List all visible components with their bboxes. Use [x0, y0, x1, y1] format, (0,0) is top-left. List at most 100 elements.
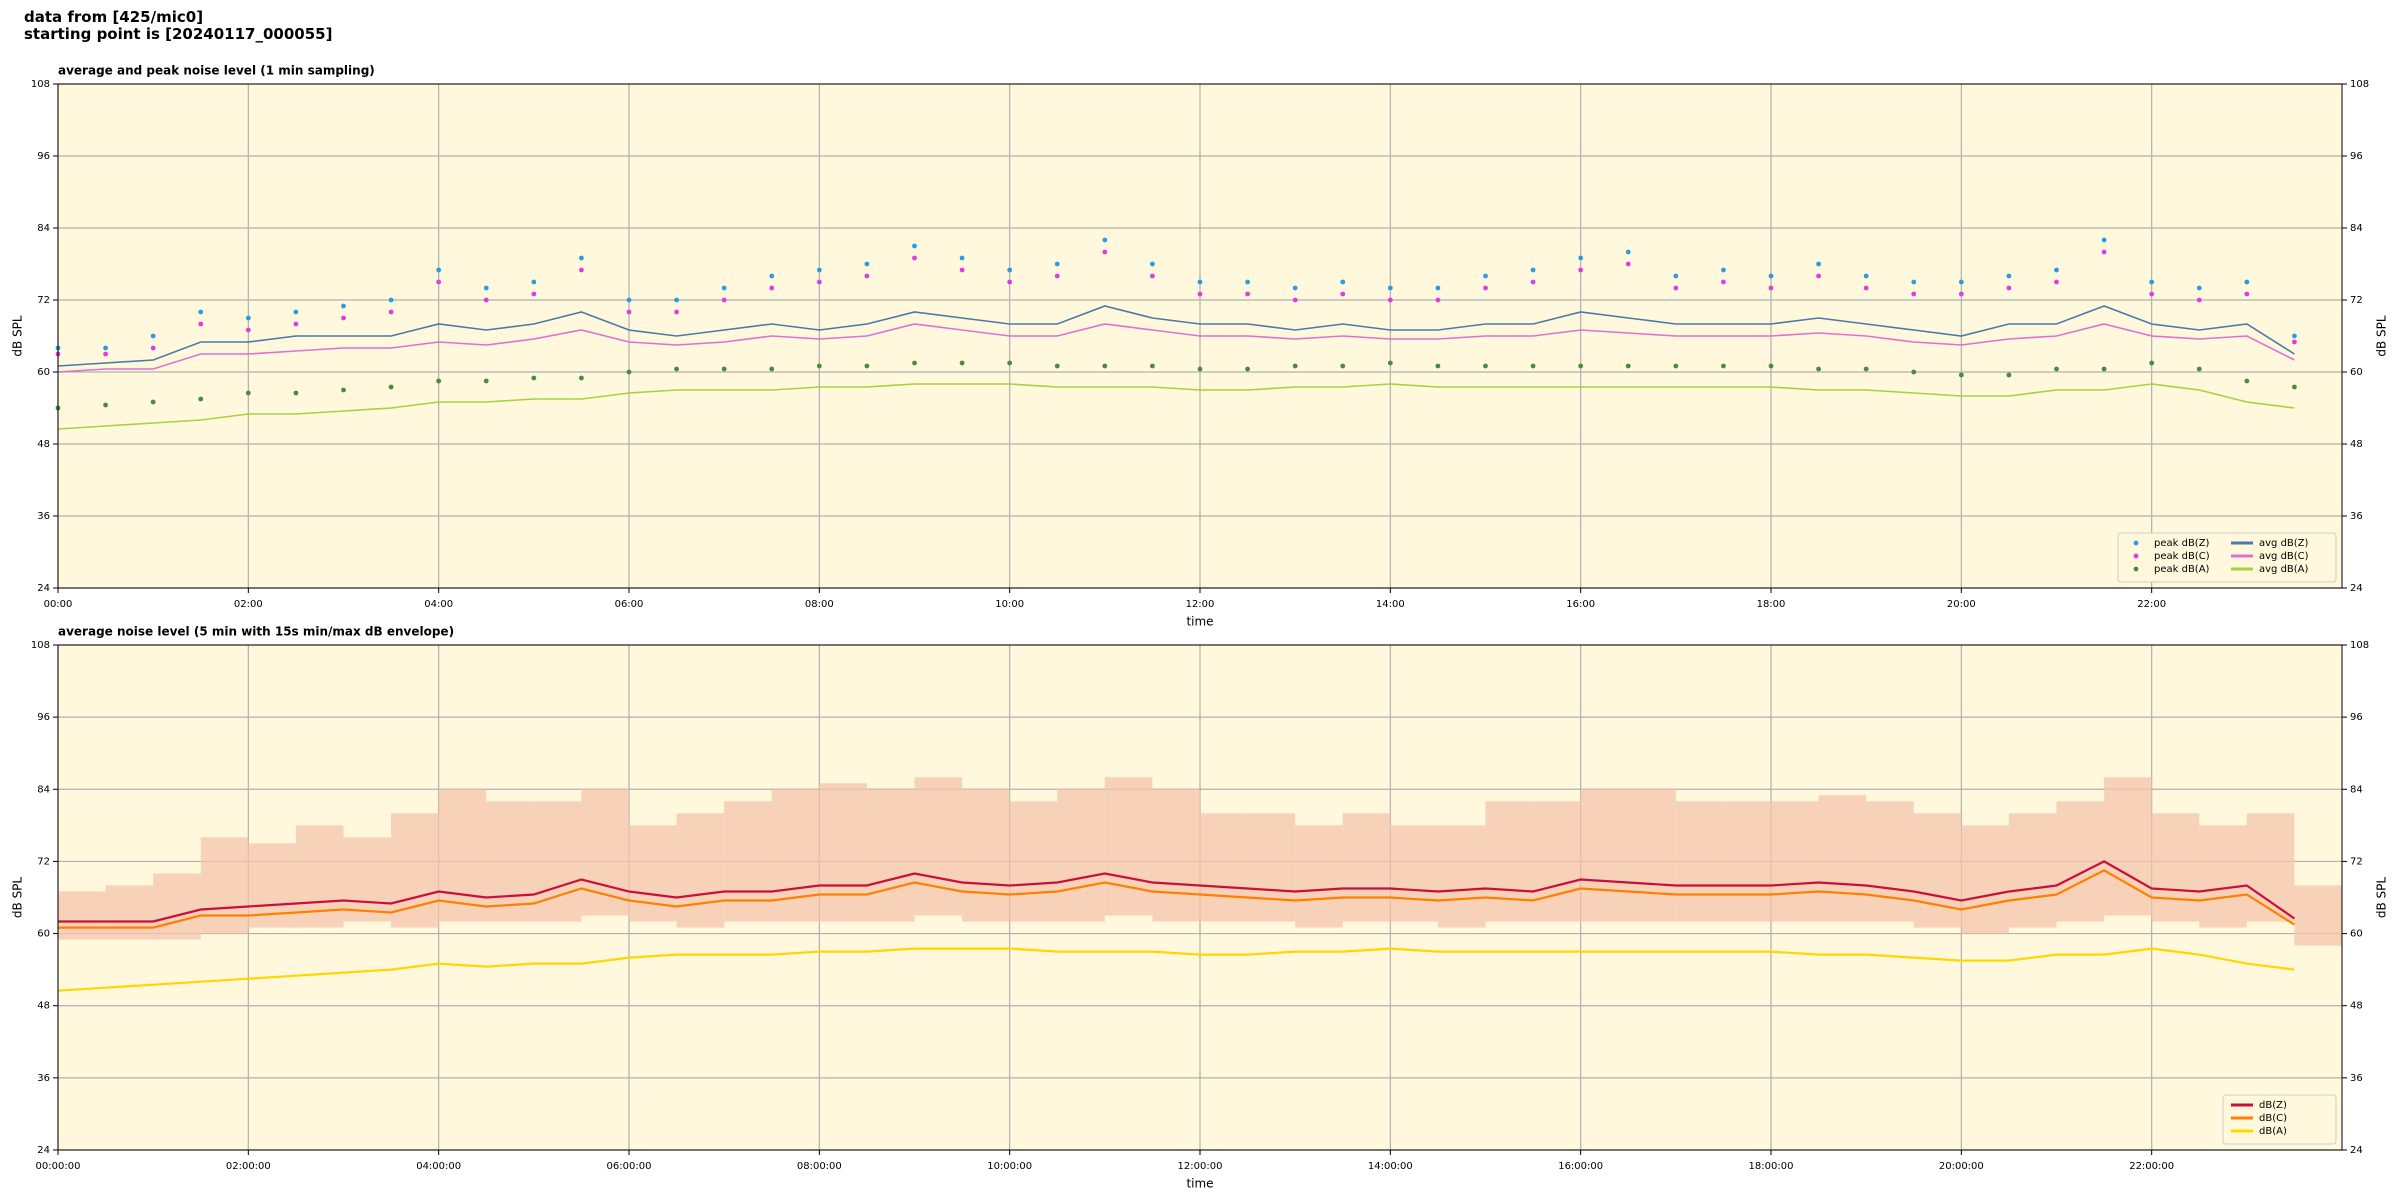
envelope-bar: [1771, 801, 1819, 922]
y-tick-label: 48: [2350, 439, 2363, 450]
y-tick-label: 72: [37, 856, 50, 867]
peak-point: [1007, 360, 1013, 366]
peak-point: [864, 363, 870, 369]
peak-point: [959, 255, 965, 261]
envelope-bar: [58, 891, 106, 940]
y-tick-label: 108: [31, 79, 50, 90]
legend-label: dB(Z): [2259, 1100, 2287, 1111]
peak-point: [1435, 297, 1441, 303]
x-tick-label: 20:00:00: [1939, 1161, 1984, 1172]
y-tick-label: 96: [37, 712, 50, 723]
peak-point: [1578, 267, 1584, 273]
x-tick-label: 02:00: [234, 599, 263, 610]
peak-point: [816, 279, 822, 285]
peak-point: [531, 375, 537, 381]
legend: dB(Z) dB(C) dB(A): [2222, 1094, 2337, 1145]
peak-point: [864, 261, 870, 267]
peak-point: [2196, 297, 2202, 303]
x-tick-label: 12:00: [1186, 599, 1215, 610]
peak-point: [2054, 366, 2059, 372]
peak-point: [198, 321, 204, 327]
y-tick-label: 24: [37, 1145, 50, 1156]
peak-point: [1245, 291, 1250, 297]
peak-point: [245, 390, 251, 396]
peak-point: [2149, 279, 2155, 285]
peak-point: [959, 267, 965, 273]
peak-point: [103, 351, 108, 357]
peak-point: [579, 267, 584, 273]
envelope-bar: [2008, 813, 2057, 928]
x-tick-label: 02:00:00: [226, 1161, 271, 1172]
y-tick-label: 48: [2350, 1001, 2363, 1012]
peak-point: [674, 366, 679, 372]
peak-point: [1578, 255, 1584, 261]
peak-point: [436, 378, 442, 384]
peak-point: [293, 390, 299, 396]
y-tick-label: 96: [2350, 151, 2363, 162]
peak-point: [2244, 279, 2250, 285]
envelope-bar: [962, 789, 1010, 922]
envelope-bar: [1628, 789, 1676, 922]
peak-point: [1625, 261, 1631, 267]
peak-point: [1007, 279, 1013, 285]
peak-point: [2006, 273, 2012, 279]
series-line: [58, 860, 2296, 923]
peak-point: [2006, 285, 2012, 291]
x-tick-label: 06:00: [615, 599, 644, 610]
y-tick-label: 72: [37, 295, 50, 306]
peak-point: [198, 309, 204, 315]
peak-point: [912, 255, 917, 261]
peak-point: [1673, 285, 1679, 291]
legend-label: peak dB(A): [2154, 564, 2210, 575]
peak-point: [1387, 360, 1393, 366]
y-tick-label: 24: [2350, 1145, 2363, 1156]
y-axis-label: dB SPL: [2375, 315, 2389, 357]
peak-point: [1816, 261, 1821, 267]
y-tick-label: 36: [37, 1073, 50, 1084]
peak-point: [150, 399, 156, 405]
peak-point: [1768, 285, 1774, 291]
y-tick-label: 24: [2350, 583, 2363, 594]
peak-point: [1102, 249, 1108, 255]
y-tick-label: 72: [2350, 295, 2363, 306]
peak-point: [1197, 291, 1203, 297]
peak-point: [674, 297, 679, 303]
peak-point: [198, 396, 204, 402]
y-axis-label: dB SPL: [2375, 877, 2389, 919]
y-tick-label: 36: [2350, 1073, 2363, 1084]
peak-point: [721, 366, 727, 372]
chart-title: average and peak noise level (1 min samp…: [58, 64, 375, 78]
envelope-bar: [914, 777, 963, 916]
y-tick-label: 72: [2350, 856, 2363, 867]
peak-point: [1625, 363, 1631, 369]
peak-point: [531, 279, 537, 285]
legend-label: avg dB(C): [2259, 551, 2309, 562]
x-tick-label: 14:00:00: [1368, 1161, 1413, 1172]
peak-point: [1340, 363, 1346, 369]
y-tick-label: 84: [37, 784, 50, 795]
peak-point: [1245, 366, 1250, 372]
peak-point: [483, 285, 489, 291]
x-tick-label: 16:00:00: [1558, 1161, 1603, 1172]
peak-point: [1863, 366, 1869, 372]
peak-point: [1863, 285, 1869, 291]
y-tick-label: 84: [2350, 223, 2363, 234]
y-tick-label: 108: [2350, 79, 2369, 90]
peak-point: [2292, 339, 2297, 345]
peak-point: [1340, 291, 1346, 297]
peak-point: [293, 321, 299, 327]
peak-point: [1150, 363, 1155, 369]
peak-point: [483, 297, 489, 303]
envelope-bar: [533, 801, 582, 922]
envelope-bar: [1533, 801, 1581, 922]
peak-point: [1483, 363, 1488, 369]
y-tick-label: 24: [37, 583, 50, 594]
peak-point: [1435, 285, 1441, 291]
peak-point: [1958, 291, 1964, 297]
x-tick-label: 04:00:00: [416, 1161, 461, 1172]
envelope-bar: [1247, 813, 1296, 922]
envelope-bar: [2056, 801, 2105, 922]
peak-point: [245, 315, 251, 321]
y-tick-label: 84: [2350, 784, 2363, 795]
